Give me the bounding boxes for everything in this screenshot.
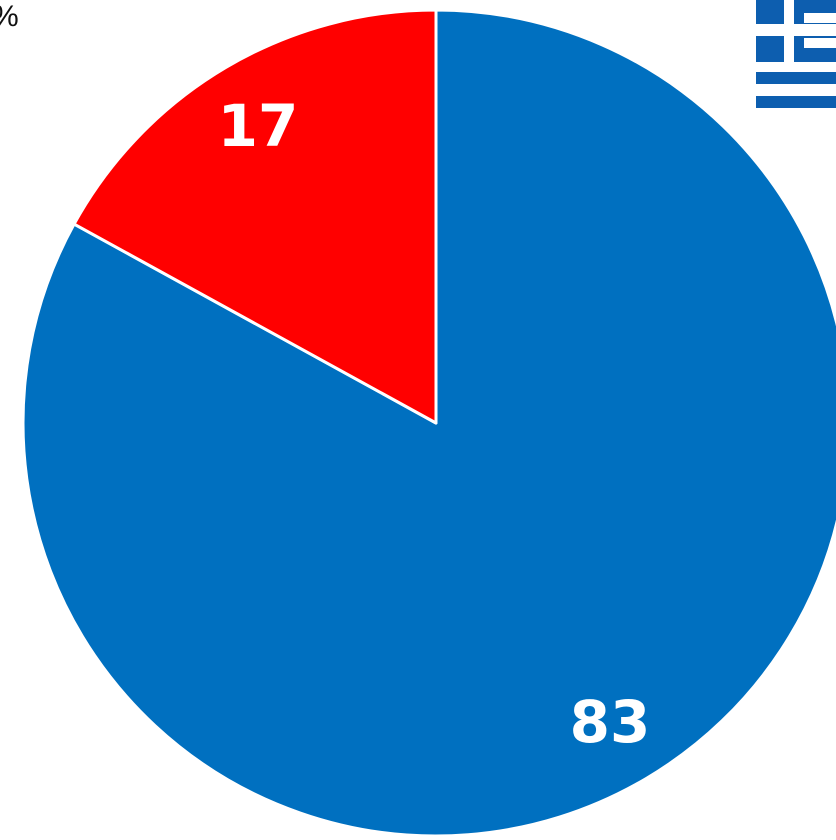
flag-stripe [756, 108, 836, 120]
greek-flag-icon [756, 0, 836, 120]
pie-slice-83 [21, 8, 836, 838]
flag-stripe [756, 72, 836, 84]
pie-slice-17 [72, 8, 438, 425]
slice-label-83: 83 [570, 688, 651, 756]
flag-stripe [756, 60, 836, 72]
flag-stripe [756, 96, 836, 108]
slice-label-17: 17 [218, 92, 299, 160]
flag-stripe-white [804, 13, 836, 23]
flag-stripe [756, 84, 836, 96]
flag-cross-horizontal [756, 24, 836, 36]
unit-symbol: % [0, 2, 19, 32]
flag-stripe-white [804, 38, 836, 48]
